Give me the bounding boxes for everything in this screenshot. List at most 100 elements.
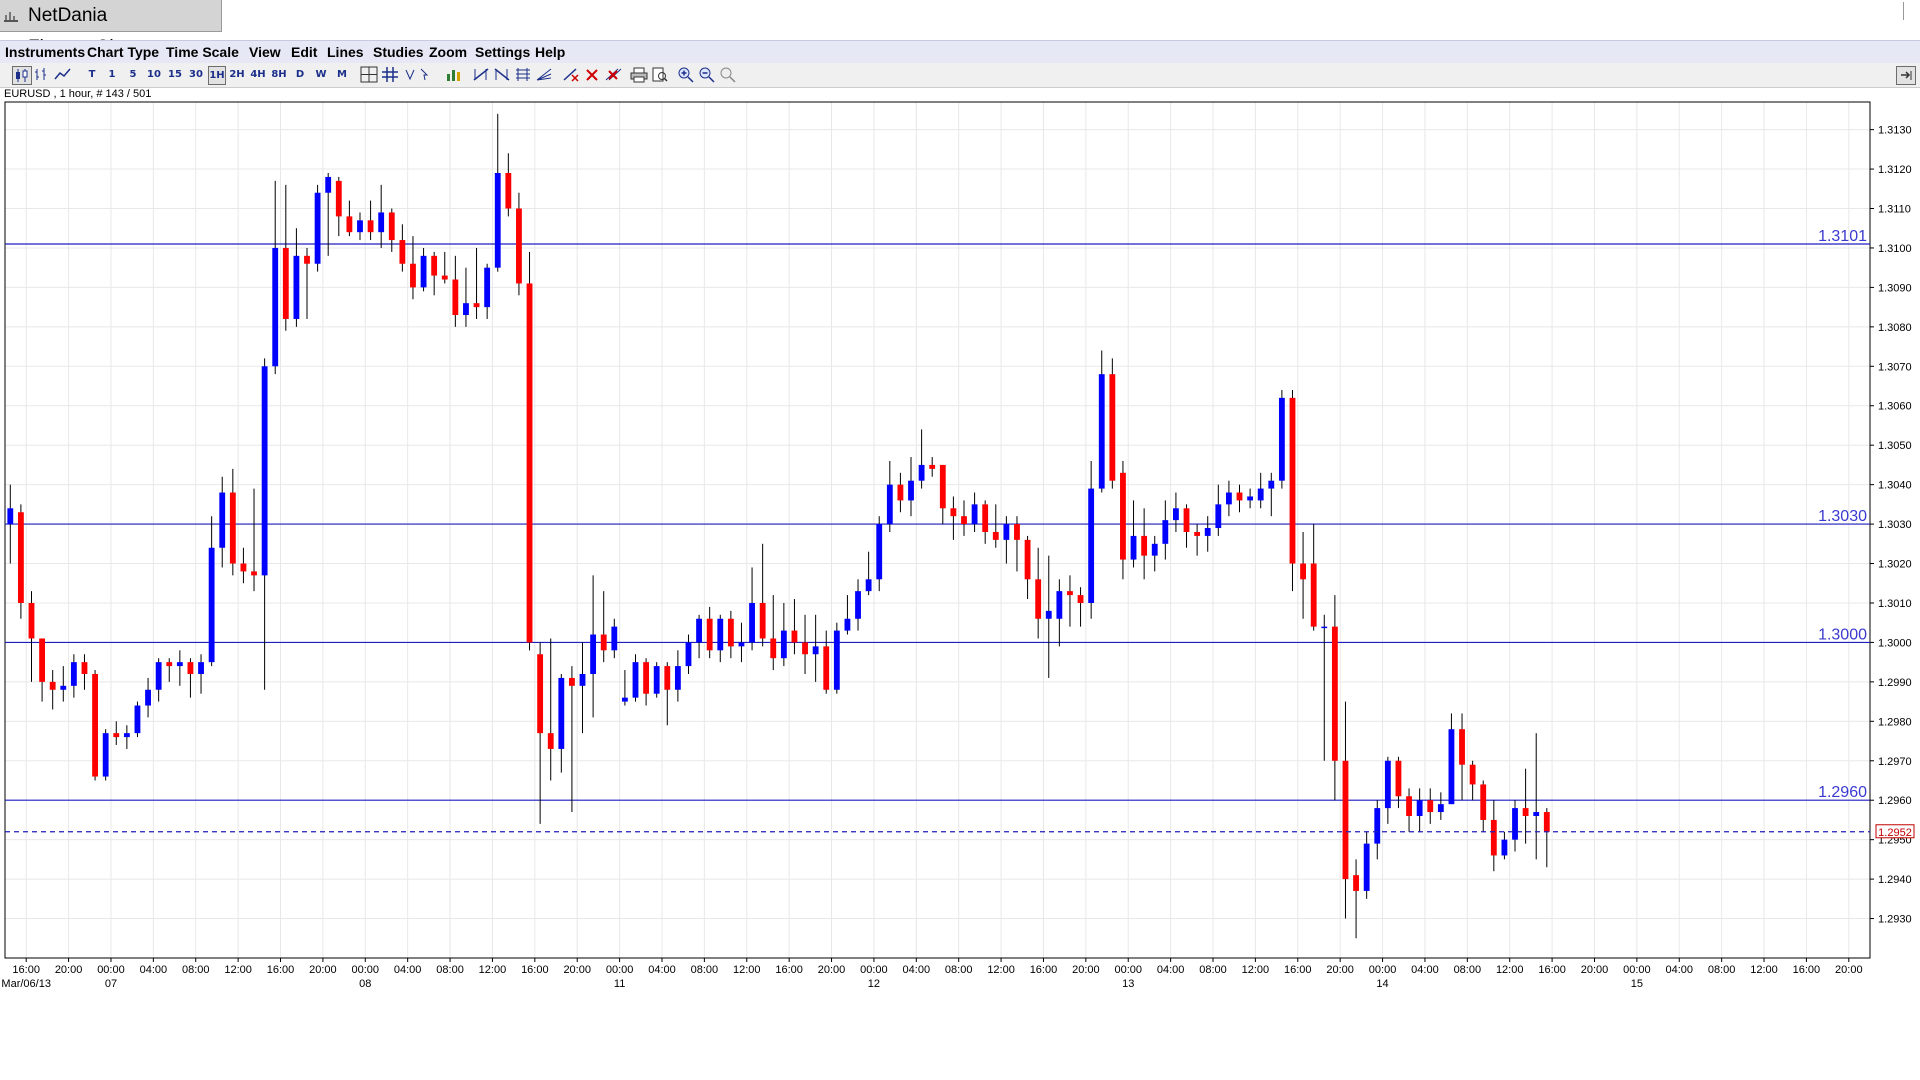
candlestick[interactable] <box>441 251 448 284</box>
candlestick[interactable] <box>1331 595 1338 801</box>
candlestick[interactable] <box>833 622 840 694</box>
candlestick[interactable] <box>1490 800 1497 872</box>
timescale-5m-button[interactable]: 5 <box>129 69 137 80</box>
close-icon[interactable] <box>584 66 600 83</box>
candlestick[interactable] <box>579 642 586 734</box>
candlestick[interactable] <box>611 618 618 659</box>
timescale-10m-button[interactable]: 10 <box>147 69 161 80</box>
volume-icon[interactable] <box>445 66 463 83</box>
candlestick[interactable] <box>1162 500 1169 560</box>
menu-chart-type[interactable]: Chart Type <box>87 44 160 60</box>
candlestick[interactable] <box>1533 733 1540 860</box>
candlestick[interactable] <box>1045 555 1052 678</box>
bar-chart-icon[interactable] <box>33 66 51 83</box>
menu-studies[interactable]: Studies <box>373 44 424 60</box>
candlestick[interactable] <box>1416 788 1423 832</box>
menu-view[interactable]: View <box>249 44 281 60</box>
candlestick[interactable] <box>335 176 342 237</box>
candlestick[interactable] <box>749 567 755 651</box>
candlestick[interactable] <box>865 551 872 596</box>
candlestick[interactable] <box>1194 524 1201 556</box>
print-icon[interactable] <box>630 66 648 83</box>
grid-icon[interactable] <box>381 66 399 83</box>
candlestick[interactable] <box>770 595 777 671</box>
candlestick[interactable] <box>727 610 734 659</box>
candlestick[interactable] <box>1236 484 1243 513</box>
candlestick[interactable] <box>261 358 268 690</box>
timescale-2h-button[interactable]: 2H <box>229 69 245 80</box>
menu-help[interactable]: Help <box>535 44 566 60</box>
candlestick[interactable] <box>102 729 109 781</box>
candlestick[interactable] <box>272 180 279 375</box>
candlestick[interactable] <box>1278 389 1285 489</box>
timescale-8h-button[interactable]: 8H <box>271 69 287 80</box>
candlestick[interactable] <box>1035 547 1042 639</box>
candlestick[interactable] <box>1130 500 1137 568</box>
candlestick[interactable] <box>547 638 554 781</box>
candlestick[interactable] <box>685 634 692 674</box>
candlestick[interactable] <box>950 496 957 540</box>
timescale-1m-button[interactable]: 1 <box>108 69 116 80</box>
draw-lines-icon[interactable] <box>404 66 416 83</box>
zoom-in-icon[interactable] <box>677 66 695 83</box>
candlestick[interactable] <box>1543 808 1550 868</box>
candlestick[interactable] <box>304 247 310 319</box>
candlestick[interactable] <box>134 701 141 738</box>
candlestick[interactable] <box>939 464 946 525</box>
candlestick[interactable] <box>516 192 522 296</box>
candlestick[interactable] <box>1225 480 1232 517</box>
candlestick[interactable] <box>420 247 427 292</box>
candlestick[interactable] <box>1247 488 1254 509</box>
candlestick[interactable] <box>187 658 194 698</box>
candlestick[interactable] <box>399 224 406 272</box>
candlestick[interactable] <box>1109 358 1116 489</box>
menu-lines[interactable]: Lines <box>327 44 364 60</box>
candlestick[interactable] <box>908 457 914 517</box>
menu-settings[interactable]: Settings <box>475 44 531 60</box>
candlestick[interactable] <box>664 662 671 726</box>
candlestick[interactable] <box>314 184 321 272</box>
candlestick[interactable] <box>537 642 544 824</box>
candlestick[interactable] <box>844 595 851 635</box>
candlestick[interactable] <box>1268 472 1275 517</box>
timescale-week-button[interactable]: W <box>315 69 327 80</box>
candlestick[interactable] <box>1480 780 1487 832</box>
menu-time-scale[interactable]: Time Scale <box>166 44 239 60</box>
timescale-day-button[interactable]: D <box>295 69 305 80</box>
candlestick[interactable] <box>1384 756 1391 824</box>
candlestick[interactable] <box>1204 516 1211 552</box>
line-chart-icon[interactable] <box>54 66 72 83</box>
candlestick[interactable] <box>229 468 236 576</box>
candlestick[interactable] <box>1151 535 1158 572</box>
crosshair-icon[interactable] <box>360 66 378 83</box>
candlestick[interactable] <box>70 654 77 698</box>
timescale-month-button[interactable]: M <box>337 69 347 80</box>
candlestick[interactable] <box>282 184 289 331</box>
candlestick[interactable] <box>759 543 766 647</box>
candlestick[interactable] <box>992 504 999 548</box>
candlestick[interactable] <box>378 184 385 248</box>
zoom-reset-icon[interactable] <box>719 66 737 83</box>
candlestick[interactable] <box>918 429 925 489</box>
candlestick[interactable] <box>1120 460 1126 580</box>
candlestick[interactable] <box>1427 788 1434 824</box>
candlestick[interactable] <box>886 460 893 532</box>
candlestick[interactable] <box>1024 535 1031 600</box>
candlestick[interactable] <box>431 251 438 296</box>
candlestick[interactable] <box>632 654 639 702</box>
candlestick[interactable] <box>113 721 120 745</box>
candlestick[interactable] <box>81 654 88 690</box>
candlestick[interactable] <box>39 638 46 702</box>
candlestick[interactable] <box>123 725 130 749</box>
candlestick[interactable] <box>971 492 978 532</box>
candlestick[interactable] <box>855 579 861 631</box>
candlestick[interactable] <box>1173 492 1179 532</box>
candlestick[interactable] <box>526 251 533 651</box>
candlestick[interactable] <box>1183 504 1190 548</box>
candlestick[interactable] <box>696 614 702 659</box>
candlestick[interactable] <box>1141 508 1148 580</box>
candlestick[interactable] <box>208 516 215 667</box>
timescale-tick-button[interactable]: T <box>88 69 96 80</box>
delete-line-icon[interactable] <box>562 66 580 83</box>
candlestick[interactable] <box>505 153 512 217</box>
